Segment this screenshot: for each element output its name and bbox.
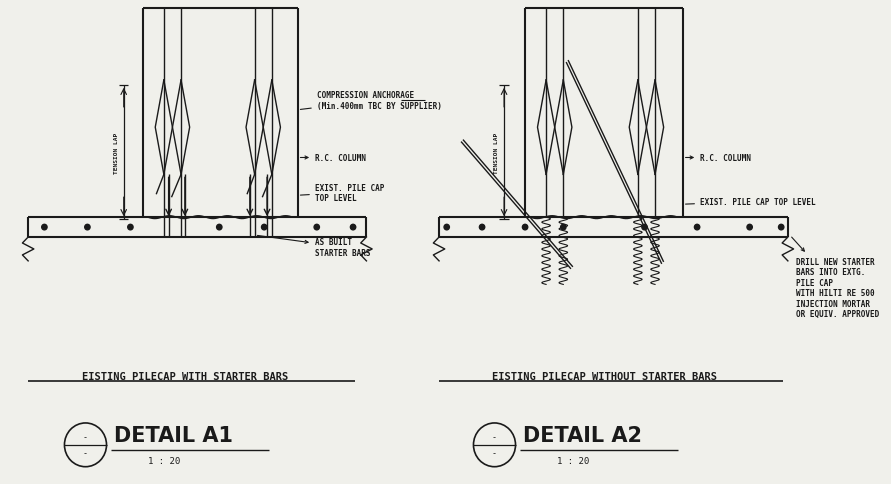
Text: TENSION LAP: TENSION LAP — [494, 132, 499, 173]
Text: 1 : 20: 1 : 20 — [557, 456, 589, 465]
Circle shape — [779, 225, 784, 230]
Circle shape — [314, 225, 320, 230]
Text: AS BUILT
STARTER BARS: AS BUILT STARTER BARS — [257, 236, 371, 257]
Text: R.C. COLUMN: R.C. COLUMN — [300, 153, 365, 163]
Circle shape — [522, 225, 527, 230]
Circle shape — [747, 225, 752, 230]
Circle shape — [85, 225, 90, 230]
Text: -: - — [83, 448, 88, 457]
Text: EISTING PILECAP WITHOUT STARTER BARS: EISTING PILECAP WITHOUT STARTER BARS — [492, 371, 717, 381]
Text: R.C. COLUMN: R.C. COLUMN — [685, 153, 751, 163]
Circle shape — [694, 225, 699, 230]
Circle shape — [262, 225, 267, 230]
Text: DETAIL A1: DETAIL A1 — [114, 425, 233, 445]
Text: EXIST. PILE CAP TOP LEVEL: EXIST. PILE CAP TOP LEVEL — [685, 197, 815, 206]
Text: TENSION LAP: TENSION LAP — [113, 132, 119, 173]
Text: -: - — [492, 433, 497, 441]
Text: EXIST. PILE CAP
TOP LEVEL: EXIST. PILE CAP TOP LEVEL — [300, 183, 384, 203]
Circle shape — [42, 225, 47, 230]
Circle shape — [127, 225, 133, 230]
Circle shape — [350, 225, 356, 230]
Text: -: - — [83, 433, 88, 441]
Text: -: - — [492, 448, 497, 457]
Circle shape — [479, 225, 485, 230]
Circle shape — [642, 225, 647, 230]
Circle shape — [560, 225, 566, 230]
Text: COMPRESSION ANCHORAGE
(Min.400mm TBC BY SUPPLIER): COMPRESSION ANCHORAGE (Min.400mm TBC BY … — [300, 91, 442, 110]
Text: DRILL NEW STARTER
BARS INTO EXTG.
PILE CAP
WITH HILTI RE 500
INJECTION MORTAR
OR: DRILL NEW STARTER BARS INTO EXTG. PILE C… — [791, 238, 879, 318]
Text: 1 : 20: 1 : 20 — [148, 456, 180, 465]
Text: EISTING PILECAP WITH STARTER BARS: EISTING PILECAP WITH STARTER BARS — [82, 371, 288, 381]
Circle shape — [217, 225, 222, 230]
Text: DETAIL A2: DETAIL A2 — [523, 425, 642, 445]
Circle shape — [444, 225, 449, 230]
